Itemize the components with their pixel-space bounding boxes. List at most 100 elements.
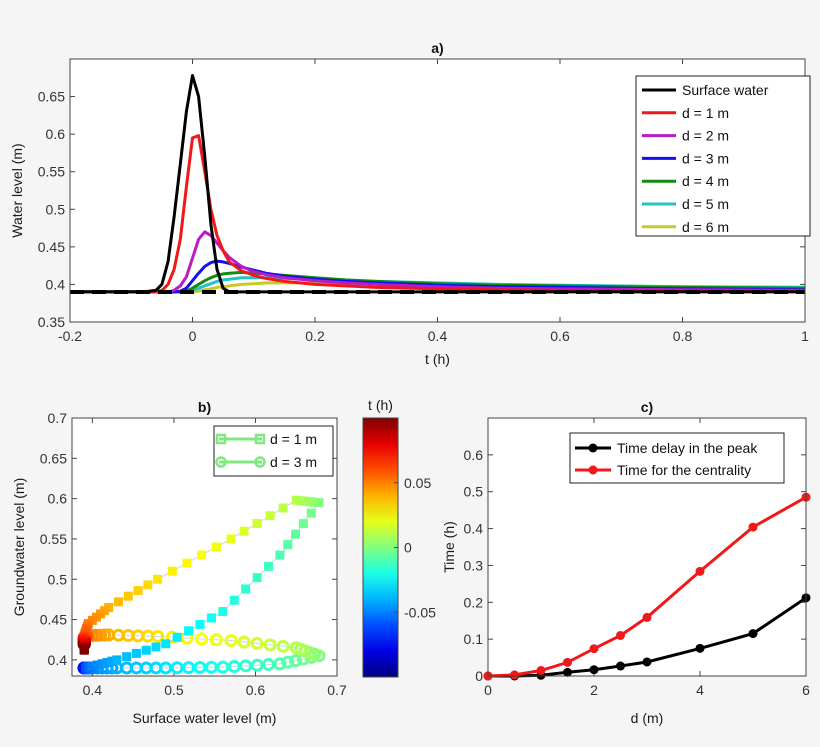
data-point-square [291,529,301,539]
data-point-square [79,645,89,655]
x-tick-label: 0.6 [550,328,570,344]
data-point-square [122,652,132,662]
legend-entry: d = 6 m [682,219,729,235]
axes-frame [487,417,807,677]
y-tick-label: 0.4 [46,276,66,292]
y-tick-label: 0.5 [46,201,66,217]
legend-entry: d = 1 m [270,431,317,447]
data-point-square [133,586,143,596]
axes-frame [71,417,338,677]
y-tick-label: 0.5 [48,571,68,587]
y-tick-label: 0.45 [40,612,67,628]
y-tick-label: 0.7 [48,410,68,426]
data-point-square [298,519,308,529]
data-point-circle [263,638,277,652]
x-tick-label: -0.2 [58,328,82,344]
data-point [536,665,546,675]
series-line-surface-water [70,74,805,294]
data-point-square [283,540,293,550]
data-point-square [291,495,301,505]
data-point-square [229,595,239,605]
data-point-square [167,566,177,576]
y-tick-label: 0.5 [464,484,484,500]
chart-title: b) [198,399,211,415]
legend-marker-square [254,433,266,445]
data-point-square [97,659,107,669]
legend-entry: Time delay in the peak [617,440,758,456]
x-tick-label: 0.4 [83,682,103,698]
data-point [642,612,652,622]
y-tick-label: 0.45 [38,239,65,255]
legend-entry: d = 4 m [682,173,729,189]
series-group [70,74,805,294]
legend-marker [588,465,598,475]
y-axis-label: Groundwater level (m) [11,478,27,617]
data-point-circle [250,636,264,650]
data-point-square [182,558,192,568]
data-point-circle [237,635,251,649]
y-tick-label: 0.4 [464,521,484,537]
legend-box [213,425,334,477]
data-point [616,661,625,671]
x-axis-label: t (h) [425,351,450,367]
data-point [695,643,705,653]
legend-marker-circle [254,456,266,468]
data-point [510,670,519,680]
data-point-circle [273,657,287,671]
data-point-square [300,496,310,506]
data-point-square [143,580,153,590]
y-tick-label: 0.3 [464,557,484,573]
y-tick-label: 0.2 [464,594,484,610]
data-point-square [161,639,171,649]
data-point-circle [276,639,290,653]
y-tick-label: 0.6 [46,126,66,142]
data-point-square [241,584,251,594]
legend-marker-square [215,433,227,445]
x-tick-label: 0.2 [305,328,325,344]
x-tick-label: 0.7 [327,682,347,698]
legend-entry: d = 1 m [682,105,729,121]
data-point-square [275,550,285,560]
data-point [642,657,652,667]
data-point-square [305,497,315,507]
data-point [695,566,705,576]
data-point-circle [224,634,238,648]
x-axis-label: Surface water level (m) [133,710,277,726]
x-tick-label: 0.4 [428,328,448,344]
data-point-square [153,574,163,584]
y-tick-label: 0.35 [38,314,65,330]
y-tick-label: 0.65 [38,89,65,105]
data-point [616,630,625,640]
data-point [589,644,599,654]
data-point-circle [289,641,303,655]
y-tick-label: 0.55 [38,164,65,180]
y-tick-label: 0.4 [48,652,68,668]
x-axis-label: d (m) [631,710,664,726]
y-tick-label: 0.6 [48,491,68,507]
legend-entry: d = 3 m [682,150,729,166]
legend-marker [588,443,598,453]
data-point-square [141,645,151,655]
series-line-d-1-m [70,134,805,294]
data-point-square [252,573,262,583]
data-point-square [239,526,249,536]
data-point [748,629,758,639]
data-point-square [112,655,122,665]
data-point-square [131,648,141,658]
data-point-square [309,497,319,507]
data-point-square [102,657,112,667]
data-point-square [92,660,102,670]
legend-entry: Time for the centrality [617,462,751,478]
y-tick-label: 0.55 [40,531,67,547]
y-axis-label: Time (h) [441,521,457,573]
y-axis-label: Water level (m) [9,143,25,237]
data-point [563,667,572,677]
x-tick-label: 0.8 [673,328,693,344]
x-tick-label: 0 [484,682,492,698]
y-tick-label: 0.6 [464,447,484,463]
data-point [589,665,599,675]
colorbar-tick-label: 0 [404,540,412,556]
data-point-square [278,503,288,513]
legend-entry: d = 3 m [270,454,317,470]
